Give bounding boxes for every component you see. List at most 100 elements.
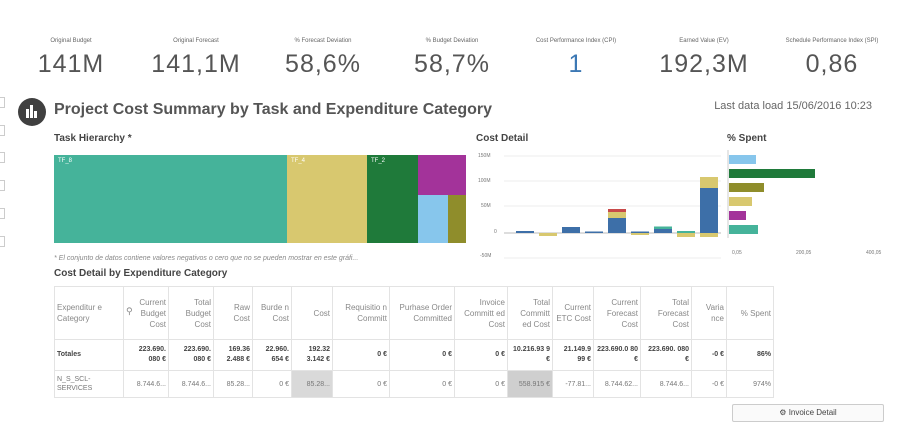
kpi-value: 192,3M	[659, 50, 749, 78]
column-header[interactable]: Purhase Order Committed	[389, 286, 455, 340]
table-cell[interactable]: 8.744.62...	[593, 370, 641, 398]
treemap-cell-tf4[interactable]: TF_4	[287, 155, 367, 243]
cost-detail-title: Cost Detail	[476, 133, 529, 144]
y-tick: 0	[494, 229, 497, 235]
column-header[interactable]: Total Forecast Cost	[640, 286, 692, 340]
kpi-label: Earned Value (EV)	[679, 38, 729, 44]
table-cell[interactable]: 0 €	[454, 370, 508, 398]
cost-bar	[700, 188, 718, 233]
detail-table-title: Cost Detail by Expenditure Category	[54, 268, 228, 279]
kpi-value: 1	[568, 50, 584, 78]
kpi-forecast-deviation[interactable]: % Forecast Deviation 58,6%	[264, 38, 382, 79]
column-header[interactable]: Total Committ ed Cost	[507, 286, 553, 340]
cost-bar	[654, 229, 672, 233]
y-tick: 100M	[478, 178, 491, 184]
bar-chart-icon	[18, 98, 46, 126]
column-header[interactable]: Current ETC Cost	[552, 286, 594, 340]
spent-bar	[729, 225, 758, 234]
table-cell: 10.216.93 9 €	[507, 339, 553, 371]
kpi-earned-value[interactable]: Earned Value (EV) 192,3M	[645, 38, 763, 79]
table-cell[interactable]: 558.915 €	[507, 370, 553, 398]
kpi-cpi[interactable]: Cost Performance Index (CPI) 1	[517, 38, 635, 79]
column-header[interactable]: % Spent	[726, 286, 774, 340]
treemap-cell-tf8[interactable]: TF_8	[54, 155, 287, 243]
edge-tab[interactable]	[0, 152, 5, 163]
treemap-label: TF_8	[58, 158, 73, 164]
edge-tab[interactable]	[0, 180, 5, 191]
cost-detail-table: Expenditur e Category Current Budget Cos…	[54, 286, 774, 398]
kpi-label: % Forecast Deviation	[294, 38, 352, 44]
table-cell[interactable]: -77.81...	[552, 370, 594, 398]
invoice-detail-label: Invoice Detail	[788, 408, 837, 417]
table-cell: 22.960. 654 €	[252, 339, 292, 371]
cost-bar	[608, 212, 626, 218]
treemap-cell-tf2[interactable]: TF_2	[367, 155, 418, 243]
table-cell[interactable]: 0 €	[389, 370, 455, 398]
last-data-load: Last data load 15/06/2016 10:23	[714, 100, 872, 112]
column-header[interactable]: Requisitio n Committ	[332, 286, 390, 340]
table-cell: 0 €	[389, 339, 455, 371]
edge-tab[interactable]	[0, 125, 5, 136]
kpi-original-forecast[interactable]: Original Forecast 141,1M	[137, 38, 255, 79]
x-tick: 0,05	[732, 250, 742, 256]
column-header[interactable]: Invoice Committ ed Cost	[454, 286, 508, 340]
table-cell: 223.690. 080 €	[123, 339, 169, 371]
edge-tab[interactable]	[0, 236, 5, 247]
kpi-value: 58,6%	[285, 50, 361, 78]
table-cell[interactable]: 85.28...	[213, 370, 253, 398]
kpi-value: 58,7%	[414, 50, 490, 78]
column-header[interactable]: Burde n Cost	[252, 286, 292, 340]
treemap-cell[interactable]	[448, 195, 466, 243]
table-cell: 0 €	[454, 339, 508, 371]
table-cell[interactable]: -0 €	[691, 370, 727, 398]
table-cell: 223.690. 080 €	[640, 339, 692, 371]
x-tick: 400,05	[866, 250, 882, 256]
cost-bar	[631, 233, 649, 235]
kpi-budget-deviation[interactable]: % Budget Deviation 58,7%	[393, 38, 511, 79]
edge-tab[interactable]	[0, 208, 5, 219]
column-header[interactable]: Total Budget Cost	[168, 286, 214, 340]
table-cell[interactable]: 0 €	[252, 370, 292, 398]
cost-detail-chart[interactable]	[476, 148, 724, 260]
kpi-original-budget[interactable]: Original Budget 141M	[12, 38, 130, 79]
column-header[interactable]: Current Budget Cost	[123, 286, 169, 340]
cost-bar	[631, 231, 649, 233]
table-cell: 223.690. 080 €	[168, 339, 214, 371]
column-header[interactable]: Raw Cost	[213, 286, 253, 340]
cost-bar	[585, 231, 603, 233]
table-cell[interactable]: 8.744.6...	[168, 370, 214, 398]
table-cell: 169.36 2.488 €	[213, 339, 253, 371]
cost-bar	[677, 233, 695, 237]
cost-bar	[700, 233, 718, 237]
column-header[interactable]: Expenditur e Category	[54, 286, 124, 340]
table-cell[interactable]: 8.744.6...	[640, 370, 692, 398]
table-cell: -0 €	[691, 339, 727, 371]
kpi-label: Original Budget	[50, 38, 92, 44]
cost-bar	[677, 231, 695, 233]
table-cell[interactable]: 85.28...	[291, 370, 333, 398]
spent-chart[interactable]	[727, 150, 892, 240]
table-cell[interactable]: 0 €	[332, 370, 390, 398]
treemap-cell[interactable]	[418, 195, 448, 243]
kpi-value: 141M	[37, 50, 105, 78]
table-row[interactable]: N_S_SCL- SERVICES 8.744.6... 8.744.6... …	[54, 370, 774, 398]
invoice-icon: ⚙	[779, 408, 787, 417]
treemap-cell[interactable]	[418, 155, 466, 195]
spent-bar	[729, 197, 752, 206]
column-header[interactable]: Varia nce	[691, 286, 727, 340]
table-cell: 0 €	[332, 339, 390, 371]
edge-tab[interactable]	[0, 97, 5, 108]
kpi-spi[interactable]: Schedule Performance Index (SPI) 0,86	[773, 38, 891, 79]
column-header[interactable]: Current Forecast Cost	[593, 286, 641, 340]
cost-bar	[608, 218, 626, 233]
invoice-detail-button[interactable]: ⚙ Invoice Detail	[732, 404, 884, 422]
spent-bar	[729, 211, 746, 220]
table-cell[interactable]: 974%	[726, 370, 774, 398]
table-cell[interactable]: N_S_SCL- SERVICES	[54, 370, 124, 398]
kpi-label: Original Forecast	[173, 38, 219, 44]
column-header[interactable]: Cost	[291, 286, 333, 340]
spent-bar	[729, 169, 815, 178]
table-cell[interactable]: 8.744.6...	[123, 370, 169, 398]
treemap-label: TF_4	[291, 158, 306, 164]
kpi-value: 0,86	[805, 50, 859, 78]
